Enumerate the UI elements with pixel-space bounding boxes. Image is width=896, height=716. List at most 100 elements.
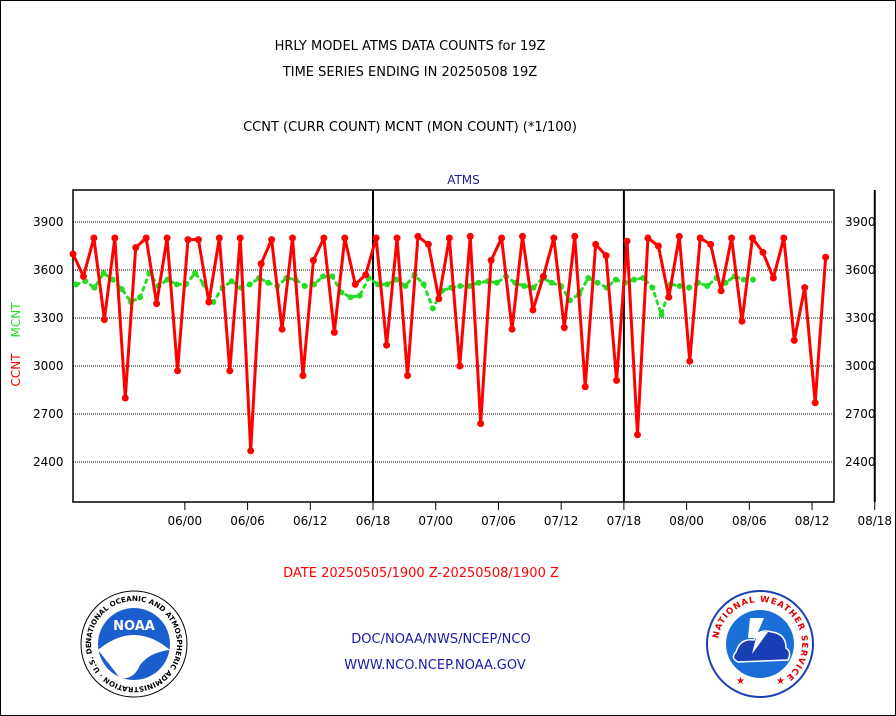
x-tick-label: 08/12 xyxy=(795,514,830,528)
data-point-mcnt xyxy=(118,286,125,293)
data-point-mcnt xyxy=(100,270,107,277)
x-tick-label: 07/12 xyxy=(544,514,579,528)
y-tick-label-right: 3600 xyxy=(845,263,876,277)
y-tick-label-right: 3900 xyxy=(845,215,876,229)
data-point-ccnt xyxy=(717,287,725,295)
data-point-ccnt xyxy=(456,362,464,370)
y-tick-label-right: 2700 xyxy=(845,407,876,421)
nco-org-link[interactable]: DOC/NOAA/NWS/NCEP/NCO xyxy=(351,632,531,647)
data-point-ccnt xyxy=(205,298,213,306)
data-point-mcnt xyxy=(740,276,747,283)
nws-star-left-icon: ★ xyxy=(736,676,745,687)
data-point-ccnt xyxy=(393,234,401,242)
data-point-ccnt xyxy=(592,240,600,248)
data-point-mcnt xyxy=(91,284,98,291)
data-point-ccnt xyxy=(445,234,453,242)
data-point-ccnt xyxy=(780,234,788,242)
data-point-ccnt xyxy=(686,357,694,365)
x-tick-label: 06/18 xyxy=(356,514,391,528)
data-point-ccnt xyxy=(330,328,338,336)
data-point-ccnt xyxy=(633,431,641,439)
data-point-ccnt xyxy=(100,316,108,324)
data-point-ccnt xyxy=(801,284,809,292)
data-point-mcnt xyxy=(420,281,427,288)
data-point-ccnt xyxy=(665,293,673,301)
data-point-mcnt xyxy=(320,273,327,280)
nws-logo: ★ ★ NATIONAL WEATHER SERVICE xyxy=(706,590,814,698)
noaa-logo: NOAA NATIONAL OCEANIC AND ATMOSPHERIC AD… xyxy=(80,590,188,698)
data-point-ccnt xyxy=(487,256,495,264)
data-point-ccnt xyxy=(602,252,610,260)
data-point-ccnt xyxy=(404,372,412,380)
data-point-ccnt xyxy=(623,237,631,245)
plot-area-border xyxy=(72,189,835,503)
nws-cloud-icon xyxy=(732,630,791,663)
data-point-ccnt xyxy=(383,341,391,349)
data-point-mcnt xyxy=(548,279,555,286)
data-point-ccnt xyxy=(90,234,98,242)
data-point-mcnt xyxy=(109,276,116,283)
data-point-ccnt xyxy=(362,271,370,279)
data-point-mcnt xyxy=(649,284,656,291)
y-tick-label-left: 3000 xyxy=(33,359,64,373)
data-point-ccnt xyxy=(215,234,223,242)
data-point-mcnt xyxy=(631,276,638,283)
data-point-mcnt xyxy=(594,279,601,286)
data-point-mcnt xyxy=(402,283,409,289)
data-point-ccnt xyxy=(738,317,746,325)
data-point-mcnt xyxy=(228,278,235,285)
x-tick-label: 06/12 xyxy=(293,514,328,528)
x-tick-label: 06/00 xyxy=(168,514,203,528)
data-point-mcnt xyxy=(466,283,473,289)
data-point-ccnt xyxy=(299,372,307,380)
x-tick-label: 08/06 xyxy=(732,514,767,528)
x-tick-label: 07/06 xyxy=(481,514,516,528)
data-point-mcnt xyxy=(301,283,308,289)
data-point-mcnt xyxy=(475,279,482,286)
y-tick-label-left: 3300 xyxy=(33,311,64,325)
data-point-ccnt xyxy=(268,236,276,244)
y-tick-label-left: 3600 xyxy=(33,263,64,277)
data-point-mcnt xyxy=(612,276,619,283)
data-point-mcnt xyxy=(73,281,80,288)
data-point-ccnt xyxy=(111,234,119,242)
x-tick-label: 06/06 xyxy=(230,514,265,528)
data-point-ccnt xyxy=(174,367,182,375)
nco-website-link[interactable]: WWW.NCO.NCEP.NOAA.GOV xyxy=(344,658,526,673)
chart-title-line1: HRLY MODEL ATMS DATA COUNTS for 19Z xyxy=(274,39,546,54)
data-point-ccnt xyxy=(529,306,537,314)
data-point-mcnt xyxy=(676,283,683,289)
data-point-ccnt xyxy=(289,234,297,242)
data-point-mcnt xyxy=(749,276,756,283)
data-point-mcnt xyxy=(658,311,665,318)
chart-title-line2: TIME SERIES ENDING IN 20250508 19Z xyxy=(282,65,538,80)
data-point-mcnt xyxy=(521,283,528,289)
data-point-ccnt xyxy=(759,248,767,256)
x-tick-label: 07/00 xyxy=(418,514,453,528)
data-point-mcnt xyxy=(429,305,436,312)
data-point-mcnt xyxy=(265,279,272,286)
data-point-ccnt xyxy=(822,253,830,261)
y-tick-label-right: 3000 xyxy=(845,359,876,373)
data-point-mcnt xyxy=(246,281,253,288)
data-point-mcnt xyxy=(530,284,537,291)
data-point-ccnt xyxy=(696,234,704,242)
data-point-ccnt xyxy=(613,376,621,384)
data-point-mcnt xyxy=(493,279,500,286)
data-point-mcnt xyxy=(685,284,692,291)
data-point-ccnt xyxy=(194,236,202,244)
data-point-ccnt xyxy=(539,272,547,280)
data-point-ccnt xyxy=(477,420,485,428)
data-point-ccnt xyxy=(790,336,798,344)
data-point-mcnt xyxy=(137,294,144,301)
data-point-mcnt xyxy=(356,292,363,299)
data-point-ccnt xyxy=(748,234,756,242)
data-point-ccnt xyxy=(707,240,715,248)
data-point-mcnt xyxy=(347,294,354,301)
y-tick-label-right: 3300 xyxy=(845,311,876,325)
data-point-ccnt xyxy=(184,236,192,244)
y-axis-label-mcnt: MCNT xyxy=(9,302,23,338)
data-point-ccnt xyxy=(247,447,255,455)
data-point-mcnt xyxy=(329,273,336,280)
data-point-ccnt xyxy=(341,234,349,242)
